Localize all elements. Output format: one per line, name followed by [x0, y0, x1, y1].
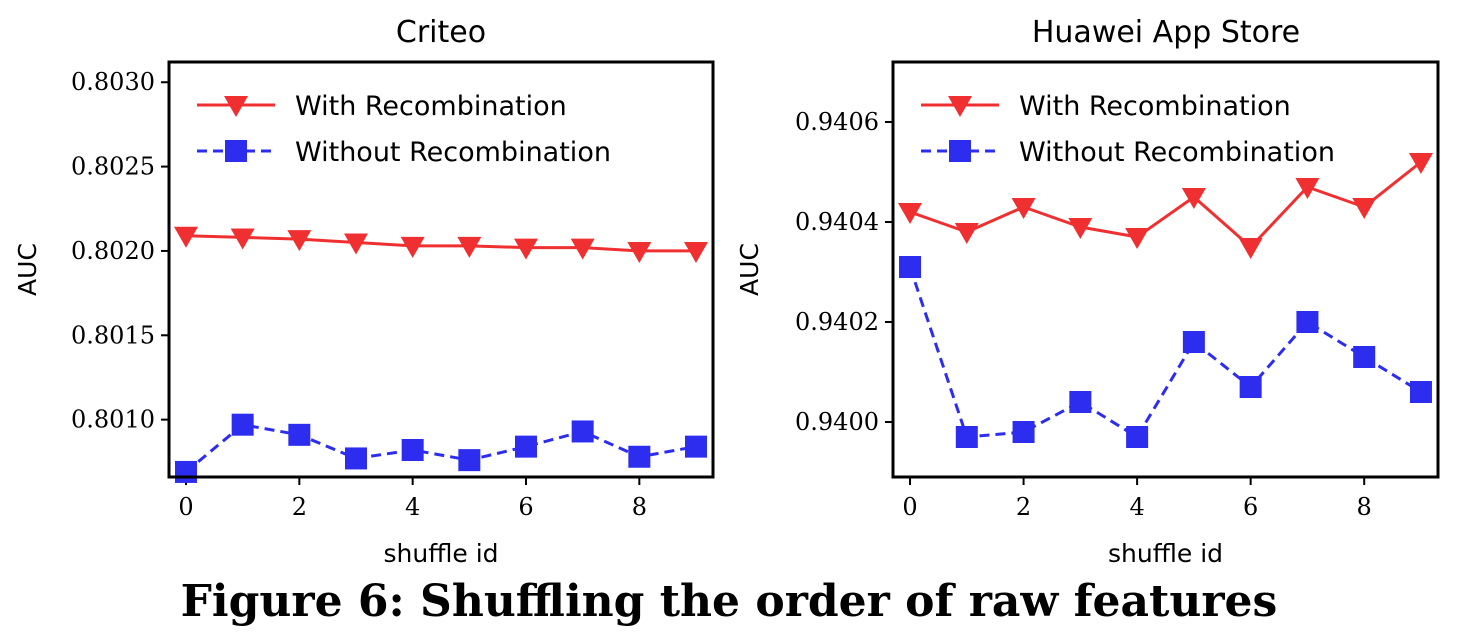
x-tick-label: 4: [1129, 493, 1144, 521]
data-point-square: [1296, 311, 1319, 333]
legend: With Recombination Without Recombination: [197, 91, 611, 168]
x-tick-label: 0: [178, 493, 193, 521]
data-point-triangle: [1011, 198, 1036, 219]
legend-marker-square: [225, 140, 247, 162]
legend-label: With Recombination: [295, 91, 567, 122]
series-line: [908, 266, 1422, 439]
plot-frame: [891, 60, 1440, 479]
y-tick-label: 0.8020: [71, 237, 155, 265]
data-point-triangle: [287, 230, 312, 252]
data-point-triangle: [627, 241, 652, 263]
data-point-triangle: [1238, 238, 1263, 259]
data-point-triangle: [1068, 218, 1093, 239]
y-tick-label: 0.8025: [71, 153, 155, 181]
data-point-square: [955, 426, 978, 448]
data-point-triangle: [1352, 198, 1377, 219]
data-point-triangle: [684, 241, 708, 263]
y-tick-label: 0.9406: [795, 108, 879, 136]
data-point-square: [175, 460, 197, 483]
x-tick-label: 6: [518, 493, 533, 521]
x-tick-label: 8: [632, 493, 647, 521]
legend-label: Without Recombination: [295, 137, 611, 168]
data-point-triangle: [1295, 178, 1320, 199]
plot-frame: [167, 60, 715, 479]
data-point-square: [458, 449, 481, 472]
data-point-square: [1409, 381, 1432, 403]
y-tick-label: 0.9400: [795, 408, 879, 436]
x-tick-label: 8: [1357, 493, 1372, 521]
chart-title: Criteo: [396, 15, 486, 50]
series-with-recombination: [898, 153, 1433, 259]
data-point-square: [899, 256, 922, 278]
data-point-triangle: [514, 238, 538, 260]
data-point-square: [1069, 391, 1092, 413]
data-point-triangle: [1125, 228, 1150, 249]
data-point-triangle: [954, 223, 979, 244]
legend: With Recombination Without Recombination: [921, 91, 1335, 168]
series-without-recombination: [899, 256, 1432, 448]
x-tick-label: 0: [902, 493, 917, 521]
y-tick-label: 0.9404: [795, 208, 879, 236]
data-point-square: [515, 435, 537, 458]
data-point-triangle: [457, 236, 482, 258]
legend-marker-triangle: [224, 96, 248, 117]
x-axis-label: shuffle id: [383, 539, 498, 568]
chart-huawei-app-store: Huawei App Store 0.9400 0.9402 0.9404 0.9406…: [735, 15, 1440, 568]
data-point-triangle: [570, 238, 595, 260]
data-point-triangle: [230, 228, 255, 250]
data-point-square: [345, 447, 367, 470]
data-point-square: [1182, 331, 1205, 353]
legend-marker-square: [949, 140, 971, 162]
series-without-recombination: [175, 413, 707, 483]
data-point-square: [628, 445, 651, 468]
series-line: [185, 234, 696, 253]
data-point-triangle: [898, 203, 923, 224]
x-tick-label: 6: [1243, 493, 1258, 521]
data-point-square: [401, 439, 424, 462]
series-line: [185, 423, 697, 474]
y-axis-label: AUC: [735, 243, 764, 296]
data-point-triangle: [1181, 188, 1206, 209]
series-with-recombination: [174, 226, 708, 263]
data-point-triangle: [1408, 153, 1433, 174]
data-point-triangle: [174, 226, 198, 248]
y-tick-label: 0.8015: [71, 321, 155, 349]
data-point-square: [1012, 421, 1035, 443]
legend-marker-triangle: [948, 96, 972, 117]
y-tick-label: 0.9402: [795, 308, 879, 336]
data-point-square: [685, 435, 707, 458]
y-tick-label: 0.8010: [71, 406, 155, 434]
data-point-square: [288, 423, 311, 446]
data-point-triangle: [344, 233, 368, 255]
data-point-triangle: [400, 236, 425, 258]
y-tick-label: 0.8030: [71, 68, 155, 96]
data-point-square: [1353, 346, 1376, 368]
series-line: [909, 160, 1422, 249]
data-point-square: [571, 420, 594, 443]
chart-title: Huawei App Store: [1032, 15, 1300, 50]
x-axis-label: shuffle id: [1108, 539, 1223, 568]
legend-label: With Recombination: [1019, 91, 1291, 122]
data-point-square: [231, 413, 254, 436]
data-point-square: [1239, 376, 1262, 398]
figure-caption: Figure 6: Shuffling the order of raw fea…: [180, 576, 1278, 627]
legend-label: Without Recombination: [1019, 137, 1335, 168]
x-tick-label: 2: [292, 493, 307, 521]
x-tick-label: 4: [405, 493, 420, 521]
data-point-square: [1126, 426, 1149, 448]
x-tick-label: 2: [1016, 493, 1031, 521]
y-axis-label: AUC: [13, 243, 42, 296]
chart-criteo: Criteo 0.8010 0.8015 0.8020 0.8025 0.8030 0 2 4 6…: [13, 15, 715, 568]
